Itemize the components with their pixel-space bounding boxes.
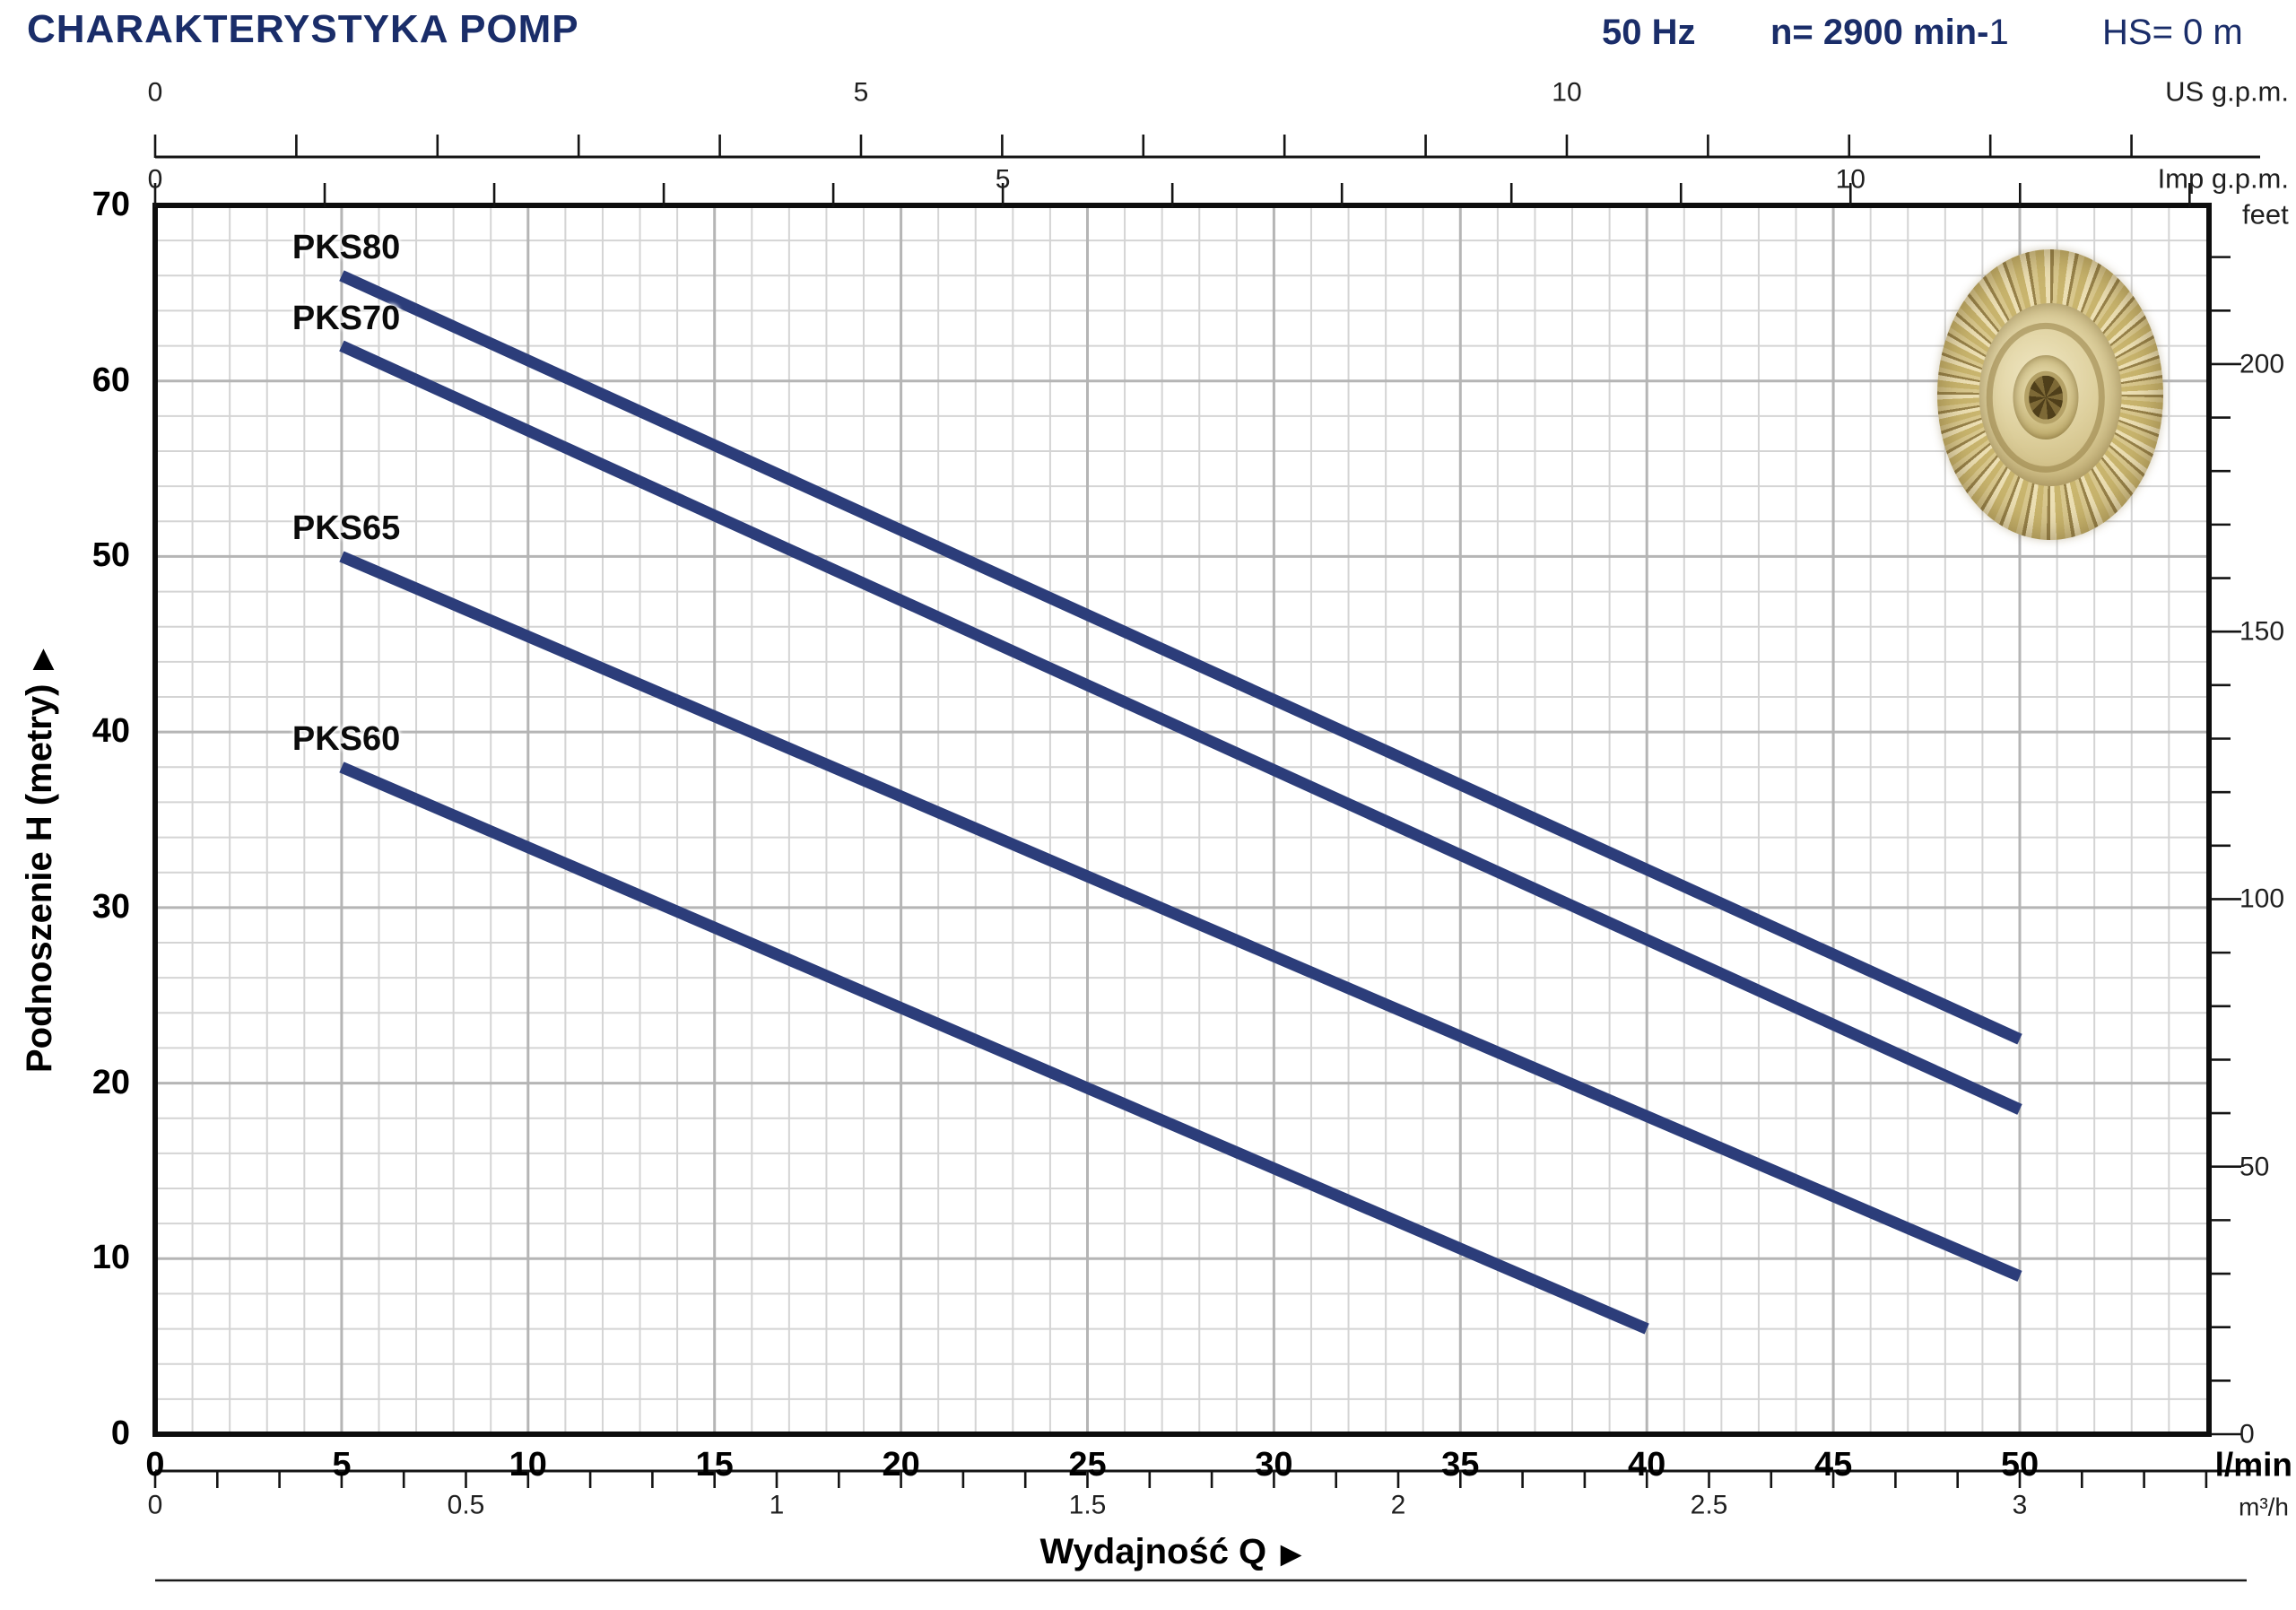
lmin-tick-label: 45: [1813, 1446, 1853, 1484]
lmin-tick-label: 0: [145, 1446, 165, 1484]
m3h-tick-label: 2: [1390, 1490, 1406, 1520]
lmin-tick-label: 35: [1441, 1446, 1480, 1484]
metry-tick-label: 60: [91, 361, 130, 399]
m3h-unit-label: m³/h: [2239, 1493, 2289, 1521]
page-title: CHARAKTERYSTYKA POMP: [27, 7, 579, 51]
feet-tick-label: 0: [2239, 1419, 2255, 1449]
imp-gpm-tick-label: 0: [147, 164, 163, 195]
us-gpm-tick-label: 5: [853, 77, 869, 108]
curve-label-PKS65: PKS65: [291, 509, 401, 548]
m3h-tick-label: 2.5: [1690, 1490, 1728, 1520]
m3h-tick-label: 0: [147, 1490, 163, 1520]
lmin-tick-label: 5: [332, 1446, 352, 1484]
lmin-tick-label: 40: [1628, 1446, 1666, 1484]
feet-tick-label: 150: [2239, 616, 2285, 647]
impeller-ring: [1986, 323, 2106, 473]
lmin-tick-label: 50: [2000, 1446, 2039, 1484]
curve-PKS70: [339, 340, 2022, 1115]
metry-tick-label: 10: [91, 1239, 130, 1277]
m3h-tick-label: 3: [2012, 1490, 2028, 1520]
y-axis-title: Podnoszenie H (metry) ▶: [20, 649, 60, 1073]
us-gpm-tick-label: 10: [1552, 77, 1582, 108]
suction-head-label: HS= 0 m: [2102, 13, 2243, 52]
feet-tick-label: 50: [2239, 1151, 2270, 1181]
m3h-tick-label: 0.5: [447, 1490, 485, 1520]
us-gpm-tick-label: 0: [147, 77, 163, 108]
metry-tick-label: 50: [91, 536, 130, 575]
frequency-label: 50 Hz: [1602, 13, 1696, 52]
curve-PKS60: [339, 761, 1649, 1335]
feet-tick-label: 200: [2239, 349, 2285, 379]
lmin-tick-label: 10: [509, 1446, 547, 1484]
x-axis-title-text: Wydajność Q: [1039, 1532, 1267, 1571]
speed-label: n= 2900 min-1: [1770, 13, 2009, 53]
metry-tick-label: 30: [91, 887, 130, 926]
metry-tick-label: 70: [91, 186, 130, 224]
up-arrow-icon: ▶: [27, 649, 57, 670]
impeller-bore: [2024, 370, 2067, 424]
y-axis-title-text: Podnoszenie H (metry): [20, 683, 59, 1073]
speed-exponent: 1: [1988, 13, 2009, 52]
impeller-image: [1937, 249, 2163, 540]
lmin-unit-label: l/min: [2214, 1446, 2292, 1484]
curve-label-PKS70: PKS70: [291, 299, 401, 337]
x-axis-title: Wydajność Q ▶: [1040, 1532, 1301, 1572]
curve-PKS80: [339, 270, 2022, 1045]
feet-unit-label: feet: [2242, 198, 2289, 231]
curve-PKS65: [339, 551, 2022, 1282]
curve-label-PKS80: PKS80: [291, 229, 401, 267]
speed-value: n= 2900 min-: [1770, 13, 1989, 52]
imp-gpm-unit-label: Imp g.p.m.: [2157, 162, 2289, 195]
us-gpm-unit-label: US g.p.m.: [2165, 75, 2289, 108]
right-arrow-icon: ▶: [1281, 1539, 1301, 1569]
metry-tick-label: 40: [91, 712, 130, 751]
feet-tick-label: 100: [2239, 883, 2285, 914]
lmin-tick-label: 20: [882, 1446, 920, 1484]
curve-label-PKS60: PKS60: [291, 720, 401, 759]
metry-tick-label: 20: [91, 1063, 130, 1101]
imp-gpm-tick-label: 5: [995, 164, 1011, 195]
m3h-tick-label: 1: [769, 1490, 785, 1520]
lmin-tick-label: 25: [1068, 1446, 1107, 1484]
lmin-tick-label: 30: [1255, 1446, 1293, 1484]
lmin-tick-label: 15: [695, 1446, 734, 1484]
plot-frame: [152, 203, 2212, 1437]
metry-tick-label: 0: [110, 1414, 130, 1453]
imp-gpm-tick-label: 10: [1835, 164, 1866, 195]
m3h-tick-label: 1.5: [1068, 1490, 1107, 1520]
